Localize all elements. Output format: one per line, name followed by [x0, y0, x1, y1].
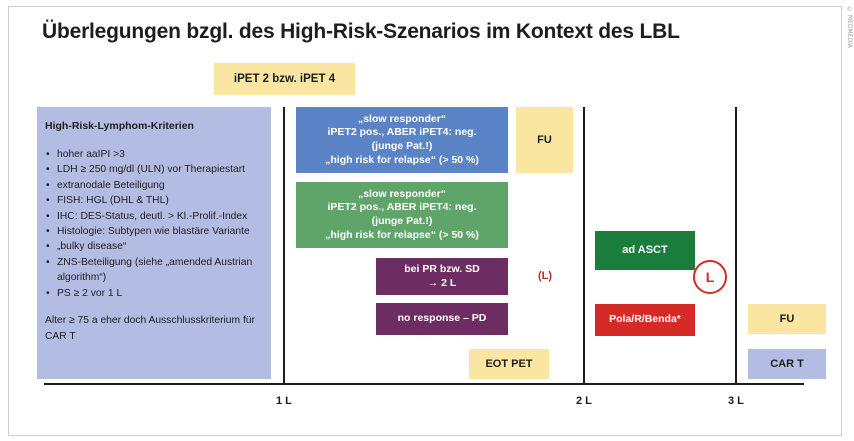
criteria-panel: High-Risk-Lymphom-Kriterien hoher aaIPI …	[37, 107, 271, 379]
box-line: „high risk for relapse“ (> 50 %)	[325, 228, 479, 241]
copyright-note: © MEDMEDIA	[846, 6, 853, 48]
criteria-item: Histologie: Subtypen wie blastäre Varian…	[45, 224, 263, 240]
ipet-label: iPET 2 bzw. iPET 4	[214, 63, 355, 95]
tick-3l: 3 L	[728, 395, 744, 407]
figure-frame	[8, 6, 842, 436]
fu-right-box: FU	[748, 304, 826, 334]
pr-sd-box: bei PR bzw. SD → 2 L	[376, 258, 508, 295]
criteria-item: extranodale Beteiligung	[45, 178, 263, 194]
l-circle: L	[693, 260, 727, 294]
criteria-item: ZNS-Beteiligung (siehe „amended Austrian	[45, 255, 263, 271]
criteria-item: „bulky disease“	[45, 239, 263, 255]
box-line: „high risk for relapse“ (> 50 %)	[325, 153, 479, 166]
criteria-item: FISH: HGL (DHL & THL)	[45, 193, 263, 209]
criteria-footer-line: CAR T	[45, 330, 76, 342]
criteria-item: PS ≥ 2 vor 1 L	[45, 286, 263, 302]
car-t-box: CAR T	[748, 349, 826, 379]
tick-1l: 1 L	[276, 395, 292, 407]
box-line: (junge Pat.!)	[371, 140, 433, 152]
criteria-footer: Alter ≥ 75 a eher doch Ausschlusskriteri…	[45, 313, 263, 344]
box-line: iPET2 pos., ABER iPET4: neg.	[327, 126, 477, 139]
box-line: „slow responder“	[357, 112, 447, 125]
criteria-item: LDH ≥ 250 mg/dl (ULN) vor Therapiestart	[45, 162, 263, 178]
page-title: Überlegungen bzgl. des High-Risk-Szenari…	[42, 20, 680, 43]
box-line: „slow responder“	[357, 187, 447, 200]
box-line: → 2 L	[427, 276, 457, 289]
criteria-heading: High-Risk-Lymphom-Kriterien	[45, 120, 194, 132]
slow-responder-green-box: „slow responder“ iPET2 pos., ABER iPET4:…	[296, 182, 508, 248]
tick-2l: 2 L	[576, 395, 592, 407]
criteria-item: hoher aaIPI >3	[45, 147, 263, 163]
criteria-item: IHC: DES-Status, deutl. > Kl.-Prolif.-In…	[45, 209, 263, 225]
box-line: iPET2 pos., ABER iPET4: neg.	[327, 201, 477, 214]
line-1l	[283, 107, 285, 384]
no-response-box: no response – PD	[376, 303, 508, 335]
criteria-footer-line: Alter ≥ 75 a eher doch Ausschlusskriteri…	[45, 315, 255, 327]
criteria-item-continuation: algorithm“)	[57, 272, 107, 284]
line-2l	[583, 107, 585, 384]
l-in-parentheses-label: (L)	[537, 270, 553, 282]
slow-responder-blue-box: „slow responder“ iPET2 pos., ABER iPET4:…	[296, 107, 508, 173]
pola-r-benda-box: Pola/R/Benda*	[595, 304, 695, 336]
box-line: bei PR bzw. SD	[404, 262, 480, 275]
criteria-list: hoher aaIPI >3 LDH ≥ 250 mg/dl (ULN) vor…	[45, 147, 263, 302]
line-3l	[735, 107, 737, 384]
time-axis	[44, 383, 804, 385]
fu-top-box: FU	[516, 107, 573, 173]
box-line: (junge Pat.!)	[371, 215, 433, 227]
ad-asct-box: ad ASCT	[595, 231, 695, 270]
eot-pet-box: EOT PET	[469, 349, 549, 379]
